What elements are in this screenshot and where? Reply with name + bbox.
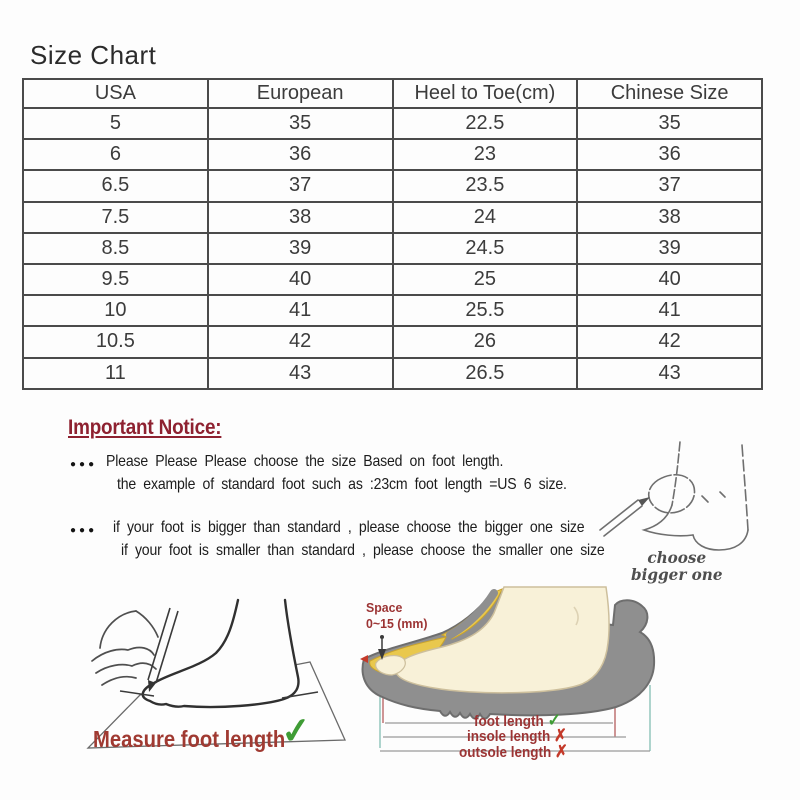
column-header-usa: USA [22,78,209,109]
label-text: outsole length [459,744,552,761]
table-cell-chinese-size: 37 [576,169,763,203]
toe-inside-shoe [375,654,406,676]
table-cell-heel-to-toe: 24 [391,200,579,234]
pencil-icon [147,607,179,684]
table-cell-usa: 6 [22,138,209,172]
table-row: 6 36 23 36 [22,138,763,172]
check-icon: ✓ [279,708,313,753]
table-cell-heel-to-toe: 22.5 [391,106,579,141]
table-cell-european: 35 [206,106,394,141]
column-header-chinese-size: Chinese Size [576,78,763,109]
table-cell-chinese-size: 39 [576,231,763,265]
table-header-row: USA European Heel to Toe(cm) Chinese Siz… [22,78,763,109]
pencil-tip-icon [148,680,156,692]
ankle-caption-line1: choose [647,548,707,567]
table-head: USA European Heel to Toe(cm) Chinese Siz… [22,78,763,109]
space-label-line1: Space [366,600,403,615]
insole-length-label: insole length ✗ [467,726,567,746]
table-cell-usa: 5 [22,106,209,141]
bullet-icon: ●●● [70,525,98,536]
notice-line: if your foot is bigger than standard , p… [113,519,585,536]
table-row: 10 41 25.5 41 [22,294,763,328]
cross-icon: ✗ [555,742,568,761]
column-header-european: European [206,78,394,109]
table-row: 7.5 38 24 38 [22,200,763,234]
table-cell-usa: 6.5 [22,169,209,203]
table-cell-heel-to-toe: 24.5 [391,231,579,265]
table-cell-chinese-size: 36 [576,138,763,172]
cross-icon: ✗ [554,726,567,745]
table-body: 5 35 22.5 35 6 36 23 36 6.5 37 23.5 37 7… [22,106,763,390]
ankle-sketch-illustration [599,441,749,551]
foot-outline [141,598,300,709]
table-cell-european: 42 [206,325,394,359]
foot-length-label: foot length ✓ [474,710,561,731]
size-chart-table: USA European Heel to Toe(cm) Chinese Siz… [22,78,763,390]
table-cell-usa: 9.5 [22,262,209,297]
page-title: Size Chart [30,40,157,70]
shoe-front-strap [446,589,498,639]
table-row: 9.5 40 25 40 [22,262,763,297]
foot-inside-shoe [395,586,610,694]
table-row: 10.5 42 26 42 [22,325,763,359]
table-cell-chinese-size: 38 [576,200,763,234]
hand-sketch [91,610,159,686]
table-cell-heel-to-toe: 25 [391,262,579,297]
notice-title: Important Notice: [68,416,222,439]
table-cell-usa: 7.5 [22,200,209,234]
bullet-icon: ●●● [70,459,98,470]
table-row: 5 35 22.5 35 [22,106,763,141]
table-cell-heel-to-toe: 26 [391,325,579,359]
table-cell-european: 39 [206,231,394,265]
table-cell-heel-to-toe: 25.5 [391,294,579,328]
label-text: insole length [467,728,551,745]
table-cell-european: 37 [206,169,394,203]
space-arrow-icon [378,649,386,660]
toe-point-marker [360,655,368,663]
outsole-length-label: outsole length ✗ [459,742,568,762]
space-label: Space 0~15 (mm) [366,600,427,632]
table-cell-chinese-size: 35 [576,106,763,141]
notice-line: the example of standard foot such as :23… [117,476,567,493]
table-cell-chinese-size: 41 [576,294,763,328]
table-cell-european: 41 [206,294,394,328]
table-cell-chinese-size: 40 [576,262,763,297]
table-row: 6.5 37 23.5 37 [22,169,763,203]
table-cell-european: 40 [206,262,394,297]
check-icon: ✓ [547,710,562,730]
table-cell-european: 43 [206,356,394,390]
table-cell-usa: 10.5 [22,325,209,359]
ankle-caption-line2: bigger one [631,565,723,584]
measure-caption: Measure foot length [93,726,286,752]
table-cell-usa: 8.5 [22,231,209,265]
notice-line: Please Please Please choose the size Bas… [106,453,504,470]
label-text: foot length [474,713,544,730]
pencil-tip-icon [638,497,650,506]
table-cell-chinese-size: 43 [576,356,763,390]
table-row: 11 43 26.5 43 [22,356,763,390]
table-cell-heel-to-toe: 26.5 [391,356,579,390]
notice-line: if your foot is smaller than standard , … [121,542,605,559]
shoe-cross-section-illustration [360,586,656,752]
column-header-heel-to-toe: Heel to Toe(cm) [391,78,579,109]
table-cell-heel-to-toe: 23 [391,138,579,172]
table-cell-usa: 10 [22,294,209,328]
table-cell-european: 36 [206,138,394,172]
table-cell-heel-to-toe: 23.5 [391,169,579,203]
space-label-line2: 0~15 (mm) [366,616,428,631]
table-cell-usa: 11 [22,356,209,390]
measure-foot-illustration [86,598,346,749]
table-cell-chinese-size: 42 [576,325,763,359]
table-cell-european: 38 [206,200,394,234]
table-row: 8.5 39 24.5 39 [22,231,763,265]
